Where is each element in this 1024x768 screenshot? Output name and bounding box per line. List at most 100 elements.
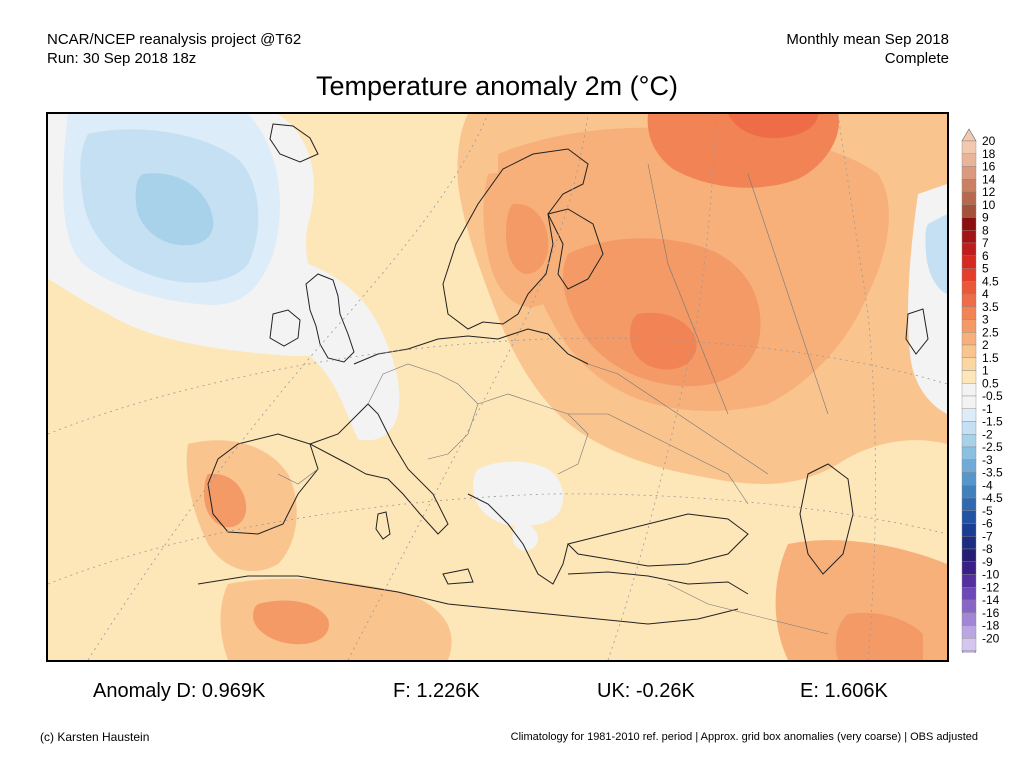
colorbar-label: -18	[982, 619, 1000, 633]
border-east-a	[587, 363, 769, 475]
colorbar-swatch	[961, 612, 977, 626]
colorbar-swatch	[961, 446, 977, 460]
colorbar-swatch	[961, 191, 977, 205]
colorbar-swatch	[961, 357, 977, 371]
colorbar-label: 10	[982, 198, 996, 212]
colorbar-label: -20	[982, 631, 1000, 645]
meridian-a	[87, 114, 489, 660]
meridian-d	[837, 114, 876, 660]
iberia-outline	[207, 433, 319, 535]
colorbar-swatch	[961, 408, 977, 422]
colorbar-arrow-bottom	[961, 650, 977, 653]
colorbar-label: -2.5	[982, 440, 1003, 454]
colorbar-label: 1.5	[982, 351, 999, 365]
meridian-c	[607, 114, 717, 660]
anomaly-france: F: 1.226K	[393, 680, 480, 702]
great-britain-outline	[305, 273, 355, 363]
colorbar-label: 7	[982, 236, 989, 250]
meridian-b	[347, 114, 589, 660]
model-label: NCAR/NCEP reanalysis project @T62	[47, 31, 302, 48]
run-label: Run: 30 Sep 2018 18z	[47, 50, 197, 67]
colorbar-label: 6	[982, 249, 989, 263]
novaya-zemlya-outline	[905, 308, 929, 355]
colorbar-label: 4.5	[982, 274, 999, 288]
country-borders	[277, 163, 829, 635]
ireland-outline	[269, 309, 301, 347]
colorbar-label: -1	[982, 402, 993, 416]
colorbar-swatch	[961, 548, 977, 562]
colorbar-swatch	[961, 370, 977, 384]
colorbar-swatch	[961, 587, 977, 601]
colorbar-label: 3	[982, 313, 989, 327]
scandinavia-outline	[442, 148, 589, 330]
map-canvas	[48, 114, 947, 660]
north-africa-coast	[197, 575, 739, 625]
neutral-zone-balkans	[512, 523, 538, 551]
colorbar-swatch	[961, 153, 977, 167]
colorbar-label: -9	[982, 555, 993, 569]
colorbar-swatch	[961, 625, 977, 639]
warm-zone-middle-east-core	[835, 612, 923, 660]
colorbar-swatch	[961, 536, 977, 550]
colorbar-label: 0.5	[982, 376, 999, 390]
colorbar-label: -3.5	[982, 466, 1003, 480]
colorbar-label: 16	[982, 160, 996, 174]
colorbar-swatch	[961, 268, 977, 282]
colorbar-label: 20	[982, 134, 996, 148]
colorbar-swatch	[961, 204, 977, 218]
warm-zone-iberia-core	[204, 473, 247, 528]
colorbar-label: -12	[982, 580, 1000, 594]
parallel-a	[48, 337, 947, 435]
colorbar-label: -6	[982, 517, 993, 531]
colorbar-label: -2	[982, 427, 993, 441]
colorbar-swatch	[961, 638, 977, 652]
anomaly-germany: Anomaly D: 0.969K	[93, 680, 266, 702]
colorbar-swatch	[961, 395, 977, 409]
turkey-coast	[567, 571, 749, 595]
colorbar-swatch	[961, 497, 977, 511]
anomaly-europe: E: 1.606K	[800, 680, 888, 702]
colorbar-swatch	[961, 510, 977, 524]
colorbar-swatch	[961, 485, 977, 499]
colorbar-label: 5	[982, 262, 989, 276]
anomaly-stats: Anomaly D: 0.969K F: 1.226K UK: -0.26K E…	[0, 680, 1024, 706]
border-russia-a	[647, 163, 729, 415]
colorbar-swatch	[961, 332, 977, 346]
colorbar-label: 1	[982, 364, 989, 378]
colorbar-label: -10	[982, 568, 1000, 582]
header-left: NCAR/NCEP reanalysis project @T62 Run: 3…	[47, 30, 301, 68]
colorbar-swatches	[961, 128, 977, 653]
colorbar-label: -7	[982, 529, 993, 543]
caspian-sea-outline	[799, 463, 854, 575]
colorbar-swatch	[961, 230, 977, 244]
colorbar-swatch	[961, 293, 977, 307]
colorbar-label: -1.5	[982, 415, 1003, 429]
colorbar-label: 14	[982, 172, 996, 186]
warm-zone-finland	[506, 203, 549, 274]
warm-zone-inner	[563, 238, 761, 387]
colorbar-swatch	[961, 242, 977, 256]
finland-outline	[547, 208, 604, 290]
graticule	[48, 114, 947, 660]
warm-zone-core	[630, 312, 697, 370]
copyright: (c) Karsten Haustein	[40, 730, 150, 744]
colorbar-swatch	[961, 306, 977, 320]
colorbar-arrow-top	[961, 128, 977, 142]
colorbar-labels: 201816141210987654.543.532.521.510.5-0.5…	[982, 134, 1003, 645]
colorbar-label: -16	[982, 606, 1000, 620]
anomaly-map	[46, 112, 949, 662]
colorbar-label: 4	[982, 287, 989, 301]
colorbar-label: 8	[982, 223, 989, 237]
colorbar-label: -14	[982, 593, 1000, 607]
colorbar-swatch	[961, 179, 977, 193]
colorbar-swatch	[961, 166, 977, 180]
border-west-central	[367, 363, 479, 460]
colorbar-label: -4	[982, 478, 993, 492]
cool-zone-core	[135, 173, 214, 246]
border-south-east	[667, 583, 829, 635]
colorbar-swatch	[961, 281, 977, 295]
header-right: Monthly mean Sep 2018 Complete	[786, 30, 949, 68]
border-iberia	[277, 468, 319, 485]
colorbar-swatch	[961, 459, 977, 473]
colorbar-swatch	[961, 217, 977, 231]
